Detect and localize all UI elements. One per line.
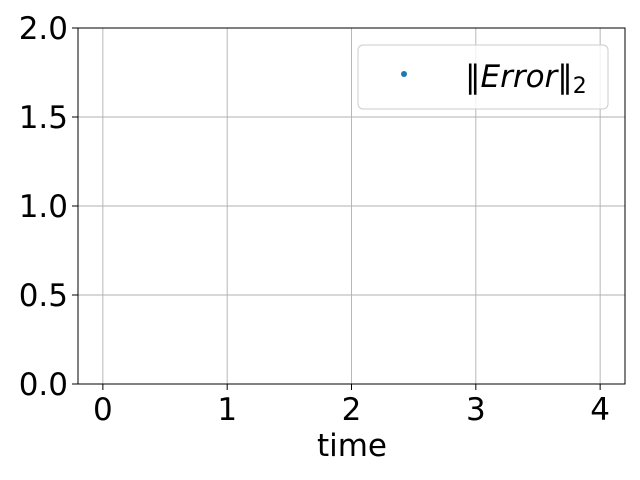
x-axis-label: time	[317, 428, 387, 464]
legend-box	[357, 44, 609, 110]
y-tick-label: 2.0	[19, 11, 68, 47]
x-tick-label: 4	[590, 392, 610, 428]
y-axis-ticks: 0.0 0.5 1.0 1.5 2.0	[19, 11, 78, 403]
y-tick-label: 1.0	[19, 189, 68, 225]
legend: ‖Error‖2	[357, 44, 609, 110]
y-tick-label: 0.0	[19, 367, 68, 403]
legend-marker	[401, 71, 407, 77]
x-tick-label: 2	[342, 392, 362, 428]
y-tick-label: 1.5	[19, 100, 68, 136]
x-axis-ticks: 0 1 2 3 4	[93, 384, 610, 428]
x-tick-label: 1	[217, 392, 237, 428]
legend-entry-error-norm: ‖Error‖2	[465, 59, 587, 99]
y-tick-label: 0.5	[19, 278, 68, 314]
x-tick-label: 0	[93, 392, 113, 428]
x-tick-label: 3	[466, 392, 486, 428]
